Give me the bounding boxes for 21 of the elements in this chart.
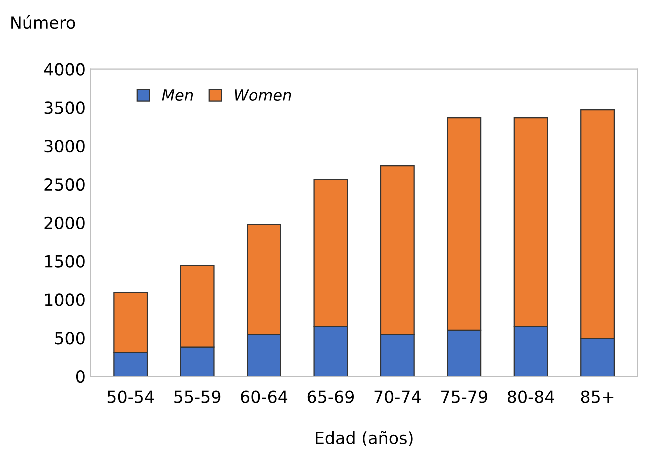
x-tick-label: 65-69 xyxy=(308,390,354,404)
x-tick-label: 55-59 xyxy=(174,390,221,404)
x-tick-label: 70-74 xyxy=(374,390,421,404)
y-tick-label: 1000 xyxy=(45,294,85,306)
x-tick-label: 60-64 xyxy=(241,390,288,404)
y-tick-label: 1500 xyxy=(45,255,85,268)
legend-label: Women xyxy=(235,90,292,102)
y-tick-label: 4000 xyxy=(44,63,85,76)
x-tick-label: 50-54 xyxy=(108,390,154,404)
legend-label: Men xyxy=(162,90,194,102)
y-tick-label: 2500 xyxy=(44,178,85,192)
y-axis-title: Número xyxy=(12,16,76,30)
y-tick-label: 3000 xyxy=(44,140,85,153)
y-tick-label: 2000 xyxy=(44,216,85,230)
x-tick-label: 75-79 xyxy=(442,390,488,404)
y-tick-label: 500 xyxy=(55,332,85,345)
x-tick-label: 80-84 xyxy=(508,390,554,404)
y-tick-label: 3500 xyxy=(44,102,85,114)
x-tick-label: 85+ xyxy=(581,390,614,404)
y-tick-label: 0 xyxy=(76,370,85,384)
x-axis-title: Edad (años) xyxy=(316,431,413,446)
